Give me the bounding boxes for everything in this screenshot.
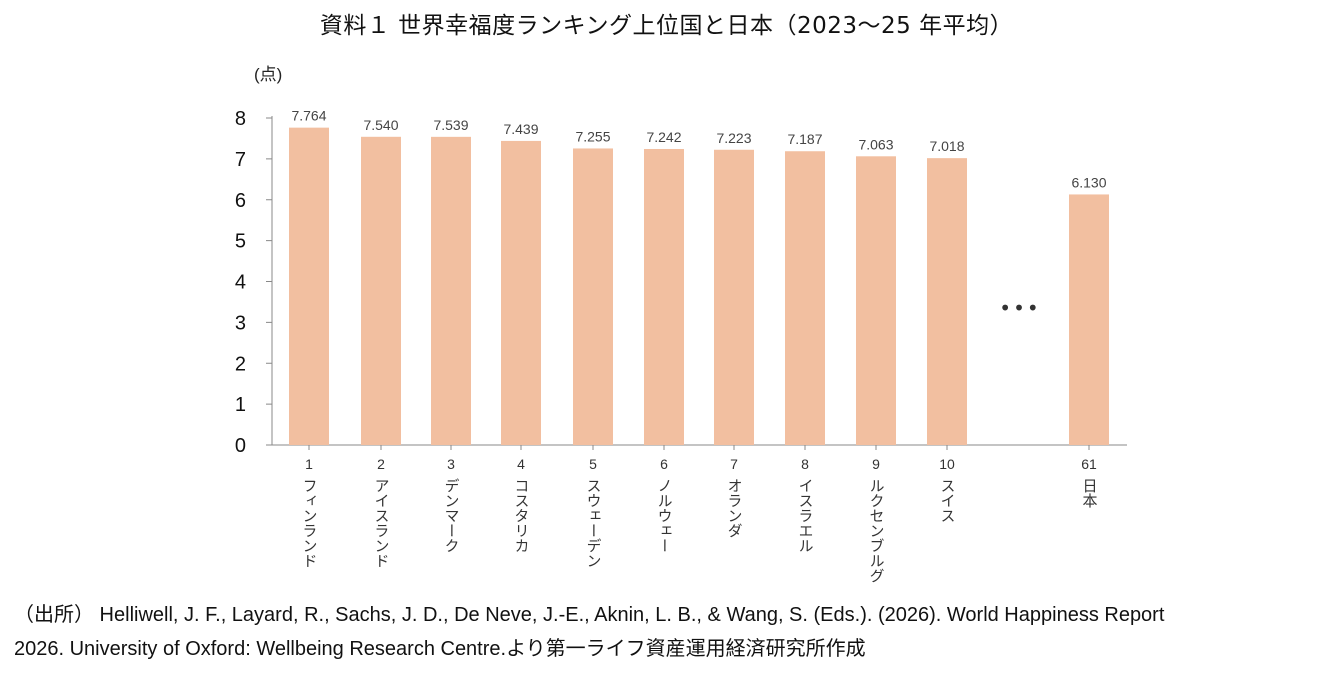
- x-tick-label: オランダ: [726, 478, 743, 538]
- x-tick-label: スウェーデン: [585, 478, 602, 568]
- bar: [856, 156, 896, 446]
- bar: [361, 136, 401, 446]
- bar: [431, 136, 471, 445]
- x-tick-rank: 8: [801, 456, 809, 472]
- data-label: 6.130: [1071, 174, 1106, 190]
- x-tick-rank: 10: [939, 456, 955, 472]
- y-tick-label: 5: [235, 231, 246, 253]
- bar: [289, 127, 329, 446]
- y-tick-label: 8: [235, 108, 246, 130]
- x-tick-rank: 1: [305, 456, 313, 472]
- x-tick-label: ルクセンブルグ: [868, 478, 885, 583]
- bar: [573, 148, 613, 445]
- data-label: 7.223: [716, 130, 751, 146]
- bar-chart: (点) 0 1 2 3 4 5 6 7 8 7.764 1 フィンランド 7.540 2 アイスランド 7.53…: [235, 65, 1127, 583]
- x-tick-label: スイス: [939, 478, 956, 523]
- x-tick-rank: 2: [377, 456, 385, 472]
- bar: [714, 149, 754, 445]
- bar: [644, 148, 684, 445]
- chart-title: 資料１ 世界幸福度ランキング上位国と日本（2023～25 年平均）: [319, 13, 1014, 39]
- data-label: 7.540: [363, 117, 398, 133]
- bar: [1069, 194, 1109, 445]
- data-label: 7.242: [646, 129, 681, 145]
- x-tick-rank: 6: [660, 456, 668, 472]
- data-label: 7.255: [575, 128, 610, 144]
- x-tick-label: デンマーク: [443, 478, 460, 553]
- data-label: 7.063: [858, 136, 893, 152]
- y-axis-label: (点): [254, 65, 282, 84]
- x-tick-label: フィンランド: [301, 478, 318, 568]
- y-tick-label: 3: [235, 312, 246, 334]
- x-tick-rank: 61: [1081, 456, 1097, 472]
- data-label: 7.439: [503, 121, 538, 137]
- data-label: 7.764: [291, 108, 326, 124]
- y-tick-label: 0: [235, 435, 246, 457]
- source-line-1: （出所） Helliwell, J. F., Layard, R., Sachs…: [14, 604, 1165, 626]
- x-tick-label: アイスランド: [373, 478, 390, 568]
- x-tick-rank: 5: [589, 456, 597, 472]
- data-label: 7.187: [787, 131, 822, 147]
- data-label: 7.018: [929, 138, 964, 154]
- y-tick-label: 7: [235, 149, 246, 171]
- x-tick-label: コスタリカ: [513, 478, 530, 553]
- x-tick-rank: 7: [730, 456, 738, 472]
- y-tick-label: 6: [235, 190, 246, 212]
- x-tick-label: 日本: [1081, 478, 1098, 508]
- y-tick-label: 2: [235, 353, 246, 375]
- source-line-2: 2026. University of Oxford: Wellbeing Re…: [14, 638, 866, 660]
- x-tick-rank: 9: [872, 456, 880, 472]
- ellipsis-marker: •••: [999, 296, 1040, 320]
- x-tick-rank: 4: [517, 456, 525, 472]
- source-note: （出所） Helliwell, J. F., Layard, R., Sachs…: [14, 598, 1324, 666]
- x-tick-label: ノルウェー: [656, 478, 673, 553]
- y-tick-label: 4: [235, 272, 246, 294]
- bar: [785, 151, 825, 445]
- data-label: 7.539: [433, 117, 468, 133]
- bar: [501, 140, 541, 445]
- bar: [927, 158, 967, 445]
- x-tick-label: イスラエル: [797, 478, 814, 553]
- y-tick-label: 1: [235, 394, 246, 416]
- x-tick-rank: 3: [447, 456, 455, 472]
